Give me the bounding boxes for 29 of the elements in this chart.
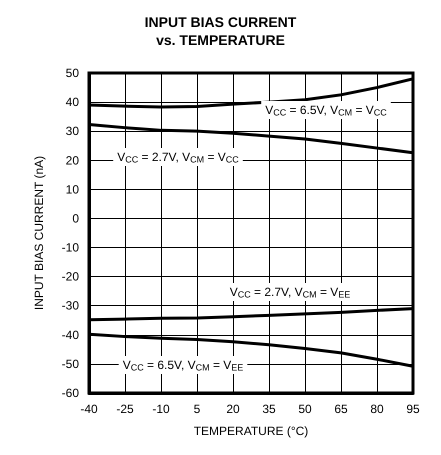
x-tick-label: 95 bbox=[406, 402, 420, 416]
y-tick-label: -50 bbox=[62, 356, 80, 371]
y-axis-title: INPUT BIAS CURRENT (nA) bbox=[32, 156, 46, 310]
x-tick-label: 35 bbox=[262, 402, 276, 416]
x-tick-label: -25 bbox=[116, 402, 134, 416]
series-label: VCC = 2.7V, VCM = VEE bbox=[230, 285, 350, 300]
x-tick-label: -40 bbox=[80, 402, 98, 416]
y-tick-label: 0 bbox=[72, 211, 80, 226]
x-tick-label: 65 bbox=[334, 402, 348, 416]
x-tick-label: 50 bbox=[298, 402, 312, 416]
chart-title: INPUT BIAS CURRENT vs. TEMPERATURE bbox=[144, 14, 297, 48]
x-tick-label: 80 bbox=[370, 402, 384, 416]
series-label: VCC = 2.7V, VCM = VCC bbox=[117, 150, 240, 164]
x-tick-label: 20 bbox=[226, 402, 240, 416]
y-tick-label: 30 bbox=[66, 124, 80, 138]
y-tick-label: 20 bbox=[66, 153, 80, 168]
x-tick-label: 5 bbox=[194, 402, 201, 416]
x-tick-label: -10 bbox=[152, 402, 170, 416]
y-tick-label: -30 bbox=[62, 298, 80, 313]
series-label: VCC = 6.5V, VCM = VEE bbox=[122, 358, 244, 372]
y-tick-label: -10 bbox=[62, 240, 80, 255]
y-tick-label: -20 bbox=[62, 270, 80, 284]
y-tick-label: 50 bbox=[66, 66, 80, 80]
x-axis-title: TEMPERATURE (°C) bbox=[194, 424, 308, 438]
y-tick-label: -60 bbox=[62, 386, 80, 400]
series-label: VCC = 6.5V, VCM = VCC bbox=[265, 103, 388, 118]
y-tick-label: 40 bbox=[66, 95, 80, 110]
y-tick-label: 10 bbox=[66, 182, 80, 196]
y-tick-label: -40 bbox=[62, 328, 80, 342]
